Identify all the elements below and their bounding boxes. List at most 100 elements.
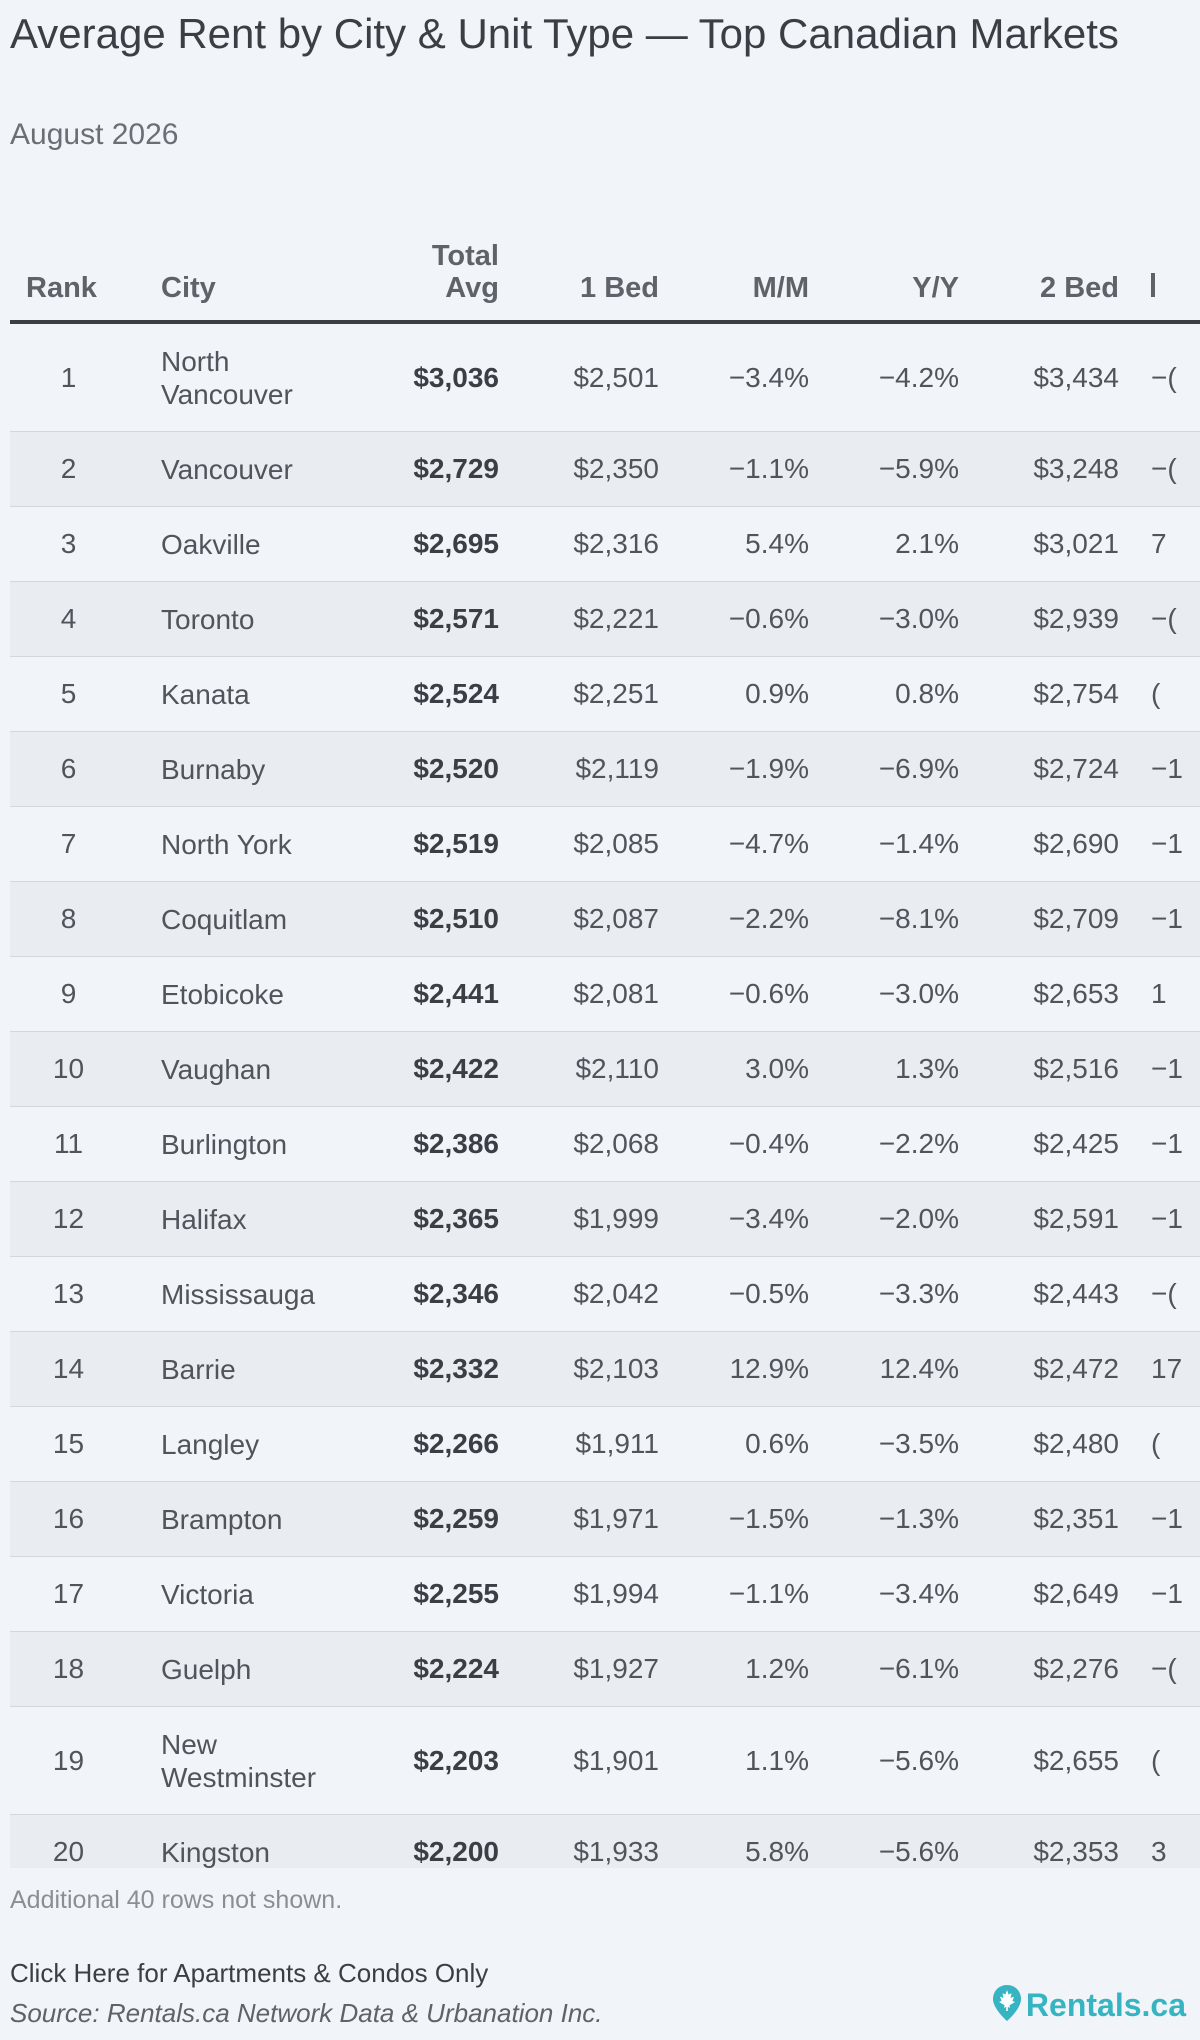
mm-change-cell: −0.6% (659, 581, 809, 657)
header-yy[interactable]: Y/Y (809, 206, 959, 324)
city-cell: Guelph (127, 1631, 349, 1707)
city-cell: Kingston (127, 1814, 349, 1868)
table-row[interactable]: 13 Mississauga $2,346 $2,042 −0.5% −3.3% $2,44… (10, 1256, 1200, 1332)
one-bed-cell: $1,971 (499, 1481, 659, 1557)
one-bed-cell: $1,901 (499, 1706, 659, 1815)
header-next-cut (1151, 273, 1155, 297)
mm-change-cell: 3.0% (659, 1031, 809, 1107)
mm-change-cell: 1.1% (659, 1706, 809, 1815)
mm-change-cell: 1.2% (659, 1631, 809, 1707)
next-column-cell: 7 (1119, 506, 1200, 582)
header-total-line2: Avg (445, 272, 499, 304)
header-next-column[interactable] (1119, 206, 1200, 324)
rank-cell: 16 (10, 1481, 127, 1557)
yy-change-cell: −2.0% (809, 1181, 959, 1257)
one-bed-cell: $2,110 (499, 1031, 659, 1107)
next-column-cell: −1 (1119, 1031, 1200, 1107)
one-bed-cell: $1,911 (499, 1406, 659, 1482)
header-rank[interactable]: Rank (10, 206, 127, 324)
table-row[interactable]: 16 Brampton $2,259 $1,971 −1.5% −1.3% $2,351 −1 (10, 1481, 1200, 1557)
one-bed-cell: $2,316 (499, 506, 659, 582)
table-row[interactable]: 7 North York $2,519 $2,085 −4.7% −1.4% $2,690−… (10, 806, 1200, 882)
header-city[interactable]: City (127, 206, 349, 324)
one-bed-cell: $2,251 (499, 656, 659, 732)
total-avg-cell: $2,422 (349, 1031, 499, 1107)
city-cell: Vancouver (127, 431, 349, 507)
header-1-bed[interactable]: 1 Bed (499, 206, 659, 324)
table-row[interactable]: 17 Victoria $2,255 $1,994 −1.1% −3.4% $2,649 −1 (10, 1556, 1200, 1632)
city-cell: Etobicoke (127, 956, 349, 1032)
yy-change-cell: −1.3% (809, 1481, 959, 1557)
yy-change-cell: 0.8% (809, 656, 959, 732)
rank-cell: 2 (10, 431, 127, 507)
total-avg-cell: $2,510 (349, 881, 499, 957)
header-total-line1: Total (431, 240, 499, 272)
rank-cell: 15 (10, 1406, 127, 1482)
apartments-condos-link[interactable]: Click Here for Apartments & Condos Only (10, 1958, 489, 1988)
yy-change-cell: 2.1% (809, 506, 959, 582)
city-cell: Vaughan (127, 1031, 349, 1107)
rank-cell: 5 (10, 656, 127, 732)
rows-hidden-note: Additional 40 rows not shown. (10, 1886, 343, 1914)
total-avg-cell: $2,695 (349, 506, 499, 582)
two-bed-cell: $3,248 (959, 431, 1119, 507)
one-bed-cell: $1,927 (499, 1631, 659, 1707)
total-avg-cell: $2,259 (349, 1481, 499, 1557)
table-row[interactable]: 2 Vancouver $2,729 $2,350 −1.1% −5.9% $3,248 −( (10, 431, 1200, 507)
maple-leaf-pin-icon (992, 1984, 1022, 2027)
table-row[interactable]: 3 Oakville $2,695 $2,316 5.4% 2.1% $3,021 7 (10, 506, 1200, 582)
table-row[interactable]: 6 Burnaby $2,520 $2,119 −1.9% −6.9% $2,724 −1 (10, 731, 1200, 807)
next-column-cell: 17 (1119, 1331, 1200, 1407)
next-column-cell: −( (1119, 1256, 1200, 1332)
table-header-row: Rank City Total Avg 1 Bed M/M Y/Y 2 Bed (10, 206, 1200, 324)
mm-change-cell: −1.5% (659, 1481, 809, 1557)
mm-change-cell: −3.4% (659, 1181, 809, 1257)
header-2-bed[interactable]: 2 Bed (959, 206, 1119, 324)
table-row[interactable]: 20 Kingston $2,200 $1,933 5.8% −5.6% $2,353 3 (10, 1814, 1200, 1868)
yy-change-cell: −3.0% (809, 956, 959, 1032)
table-row[interactable]: 19 New Westminster $2,203 $1,901 1.1% −5.6% $2… (10, 1706, 1200, 1815)
rank-cell: 19 (10, 1706, 127, 1815)
two-bed-cell: $2,443 (959, 1256, 1119, 1332)
header-mm[interactable]: M/M (659, 206, 809, 324)
one-bed-cell: $2,068 (499, 1106, 659, 1182)
table-row[interactable]: 10 Vaughan $2,422 $2,110 3.0% 1.3% $2,516 −1 (10, 1031, 1200, 1107)
two-bed-cell: $3,434 (959, 322, 1119, 432)
next-column-cell: −( (1119, 1631, 1200, 1707)
table-row[interactable]: 8 Coquitlam $2,510 $2,087 −2.2% −8.1% $2,709 −1 (10, 881, 1200, 957)
table-row[interactable]: 5 Kanata $2,524 $2,251 0.9% 0.8% $2,754( (10, 656, 1200, 732)
rank-cell: 3 (10, 506, 127, 582)
yy-change-cell: 12.4% (809, 1331, 959, 1407)
two-bed-cell: $2,425 (959, 1106, 1119, 1182)
one-bed-cell: $2,119 (499, 731, 659, 807)
rent-table-container[interactable]: Rank City Total Avg 1 Bed M/M Y/Y 2 Bed … (10, 206, 1200, 1868)
table-row[interactable]: 18 Guelph $2,224 $1,927 1.2% −6.1% $2,276 −( (10, 1631, 1200, 1707)
total-avg-cell: $2,386 (349, 1106, 499, 1182)
table-row[interactable]: 11 Burlington $2,386 $2,068 −0.4% −2.2% $2,425… (10, 1106, 1200, 1182)
table-row[interactable]: 1 North Vancouver $3,036 $2,501 −3.4% −4.2% $3… (10, 322, 1200, 432)
table-row[interactable]: 12 Halifax $2,365 $1,999 −3.4% −2.0% $2,591 −1 (10, 1181, 1200, 1257)
yy-change-cell: −2.2% (809, 1106, 959, 1182)
yy-change-cell: −5.9% (809, 431, 959, 507)
table-row[interactable]: 15 Langley $2,266 $1,911 0.6% −3.5% $2,480( (10, 1406, 1200, 1482)
two-bed-cell: $2,655 (959, 1706, 1119, 1815)
next-column-cell: −1 (1119, 1181, 1200, 1257)
source-note: Source: Rentals.ca Network Data & Urbana… (10, 1998, 603, 2028)
rank-cell: 10 (10, 1031, 127, 1107)
one-bed-cell: $2,085 (499, 806, 659, 882)
next-column-cell: −( (1119, 581, 1200, 657)
table-row[interactable]: 14 Barrie $2,332 $2,103 12.9% 12.4% $2,472 17 (10, 1331, 1200, 1407)
one-bed-cell: $1,994 (499, 1556, 659, 1632)
total-avg-cell: $2,441 (349, 956, 499, 1032)
table-row[interactable]: 4 Toronto $2,571 $2,221 −0.6% −3.0% $2,939 −( (10, 581, 1200, 657)
page-title: Average Rent by City & Unit Type — Top C… (10, 10, 1119, 57)
rank-cell: 9 (10, 956, 127, 1032)
two-bed-cell: $3,021 (959, 506, 1119, 582)
next-column-cell: −( (1119, 431, 1200, 507)
table-row[interactable]: 9 Etobicoke $2,441 $2,081 −0.6% −3.0% $2,653 1 (10, 956, 1200, 1032)
total-avg-cell: $2,224 (349, 1631, 499, 1707)
header-total-avg[interactable]: Total Avg (349, 206, 499, 324)
mm-change-cell: −0.6% (659, 956, 809, 1032)
two-bed-cell: $2,754 (959, 656, 1119, 732)
logo-text: Rentals.ca (1025, 1987, 1186, 2023)
